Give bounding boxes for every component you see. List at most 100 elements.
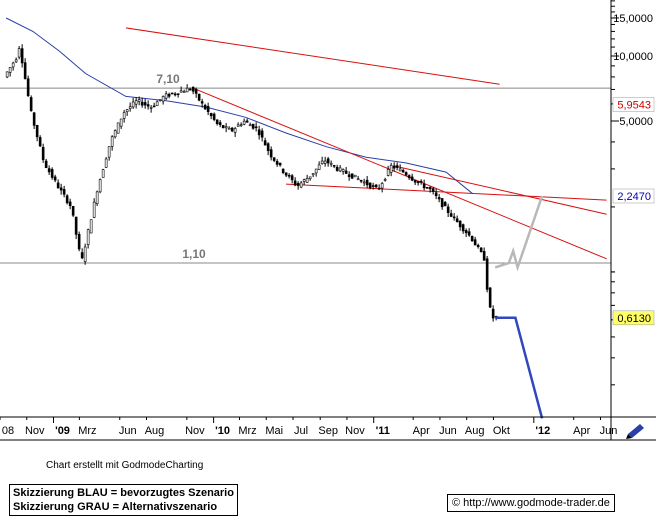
candle-body bbox=[56, 182, 60, 189]
candle-body bbox=[269, 149, 273, 158]
x-tick-label: '09 bbox=[55, 425, 70, 437]
candle-body bbox=[419, 180, 423, 183]
candle-body bbox=[206, 106, 210, 113]
candle-body bbox=[50, 169, 54, 178]
price-label: 0,6130 bbox=[612, 310, 655, 326]
y-tick-label: 15,0000 bbox=[613, 13, 653, 25]
candle-body bbox=[203, 104, 207, 110]
candle-body bbox=[380, 183, 384, 189]
candle-body bbox=[263, 140, 267, 146]
candle-body bbox=[488, 287, 492, 308]
candle-body bbox=[311, 173, 315, 176]
candle-body bbox=[146, 104, 150, 107]
trend-line bbox=[125, 27, 500, 85]
candle-body bbox=[440, 198, 444, 208]
level-label: 7,10 bbox=[156, 72, 180, 86]
x-tick-label: Mrz bbox=[78, 425, 96, 437]
moving-average-line bbox=[5, 17, 474, 195]
candle-body bbox=[179, 90, 183, 93]
pencil-body bbox=[628, 424, 644, 438]
candle-body bbox=[422, 183, 426, 189]
candle-body bbox=[392, 165, 396, 169]
candle-body bbox=[89, 219, 93, 234]
price-label: 5,9543 bbox=[612, 97, 655, 112]
candle-body bbox=[383, 178, 387, 181]
candle-body bbox=[245, 120, 249, 123]
candle-body bbox=[197, 93, 201, 101]
x-tick-label: Mrz bbox=[238, 425, 256, 437]
price-label-text: 0,6130 bbox=[617, 313, 651, 325]
candle-body bbox=[272, 157, 276, 161]
candle-body bbox=[110, 136, 114, 147]
axes bbox=[0, 0, 656, 441]
candle-body bbox=[314, 168, 318, 174]
candle-body bbox=[8, 67, 12, 73]
candle-body bbox=[491, 308, 495, 319]
candle-body bbox=[149, 107, 153, 109]
legend-blue: Skizzierung BLAU = bevorzugtes Szenario bbox=[13, 487, 234, 499]
candle-body bbox=[467, 231, 471, 236]
url-text: http://www.godmode-trader.de bbox=[463, 497, 610, 509]
candle-body bbox=[413, 180, 417, 183]
pencil-icon bbox=[626, 424, 644, 439]
candle-body bbox=[170, 92, 174, 95]
candle-body bbox=[410, 176, 414, 181]
candle-body bbox=[101, 169, 105, 178]
x-tick-label: '10 bbox=[215, 425, 230, 437]
candle-body bbox=[479, 247, 483, 253]
trend-line bbox=[393, 165, 607, 215]
candle-body bbox=[242, 120, 246, 125]
source-url[interactable]: © http://www.godmode-trader.de bbox=[447, 494, 615, 512]
candle-body bbox=[254, 126, 258, 129]
candle-body bbox=[38, 137, 42, 147]
candle-body bbox=[359, 179, 363, 182]
x-tick-label: '11 bbox=[376, 425, 390, 437]
candle-body bbox=[134, 100, 138, 105]
candle-body bbox=[167, 93, 171, 97]
candle-body bbox=[260, 130, 264, 138]
candle-body bbox=[185, 87, 189, 93]
candle-body bbox=[455, 218, 459, 223]
x-tick-label: Okt bbox=[493, 425, 510, 437]
x-tick-label: Nov bbox=[345, 425, 365, 437]
candle-body bbox=[287, 174, 291, 177]
x-tick-label: Mai bbox=[265, 425, 283, 437]
moving-average-series bbox=[5, 17, 474, 195]
candle-body bbox=[317, 164, 321, 170]
candle-body bbox=[209, 113, 213, 117]
horizontal-levels: 7,10 1,10 bbox=[0, 72, 611, 264]
candle-body bbox=[449, 213, 453, 217]
x-tick-label: 08 bbox=[2, 425, 14, 437]
candle-body bbox=[341, 169, 345, 172]
candle-body bbox=[368, 182, 372, 189]
candle-body bbox=[23, 62, 27, 79]
candle-body bbox=[284, 172, 288, 176]
candle-body bbox=[137, 99, 141, 102]
candle-body bbox=[278, 162, 282, 166]
x-tick-label: Apr bbox=[413, 425, 430, 437]
candle-body bbox=[293, 180, 297, 186]
candle-body bbox=[176, 93, 180, 95]
candle-body bbox=[461, 224, 465, 232]
candle-body bbox=[350, 173, 354, 179]
candle-body bbox=[224, 126, 228, 129]
trend-line bbox=[192, 87, 607, 260]
scenario-legend: Skizzierung BLAU = bevorzugtes Szenario … bbox=[9, 484, 238, 516]
candle-body bbox=[74, 216, 78, 235]
candle-body bbox=[326, 158, 330, 164]
candle-body bbox=[173, 93, 177, 96]
x-tick-label: Aug bbox=[465, 425, 485, 437]
candle-body bbox=[125, 109, 129, 113]
candle-body bbox=[275, 161, 279, 165]
candle-body bbox=[398, 168, 402, 172]
candle-body bbox=[98, 179, 102, 193]
candle-body bbox=[437, 197, 441, 200]
candle-body bbox=[128, 106, 132, 109]
candle-body bbox=[227, 127, 231, 130]
candle-body bbox=[71, 206, 75, 216]
candle-body bbox=[236, 124, 240, 127]
x-tick-label: Jul bbox=[294, 425, 308, 437]
candle-body bbox=[95, 191, 99, 204]
candle-body bbox=[374, 184, 378, 188]
candle-body bbox=[47, 168, 51, 173]
